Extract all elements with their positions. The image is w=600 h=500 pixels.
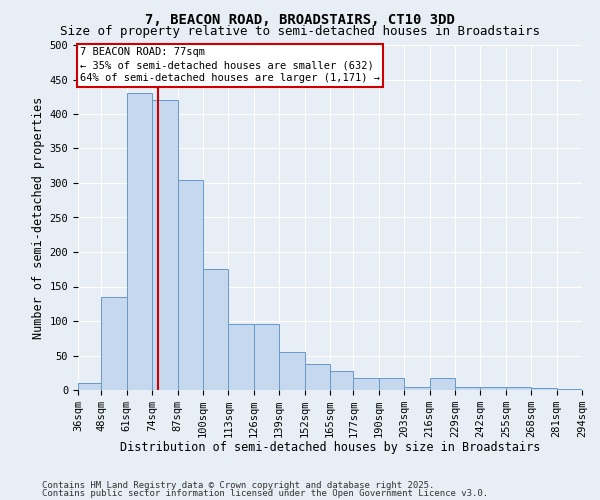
- Bar: [430, 378, 455, 390]
- Text: Contains public sector information licensed under the Open Government Licence v3: Contains public sector information licen…: [42, 488, 488, 498]
- Bar: [557, 388, 582, 390]
- Bar: [101, 297, 127, 390]
- Bar: [127, 94, 152, 390]
- Bar: [455, 386, 481, 390]
- Bar: [353, 378, 379, 390]
- Bar: [531, 388, 557, 390]
- Bar: [203, 269, 229, 390]
- Bar: [506, 386, 531, 390]
- Text: Size of property relative to semi-detached houses in Broadstairs: Size of property relative to semi-detach…: [60, 25, 540, 38]
- Bar: [481, 386, 506, 390]
- Bar: [254, 324, 279, 390]
- Text: 7, BEACON ROAD, BROADSTAIRS, CT10 3DD: 7, BEACON ROAD, BROADSTAIRS, CT10 3DD: [145, 12, 455, 26]
- Bar: [229, 324, 254, 390]
- Bar: [305, 364, 330, 390]
- Text: Contains HM Land Registry data © Crown copyright and database right 2025.: Contains HM Land Registry data © Crown c…: [42, 481, 434, 490]
- Text: 7 BEACON ROAD: 77sqm
← 35% of semi-detached houses are smaller (632)
64% of semi: 7 BEACON ROAD: 77sqm ← 35% of semi-detac…: [80, 47, 380, 84]
- Y-axis label: Number of semi-detached properties: Number of semi-detached properties: [32, 96, 46, 338]
- Bar: [404, 386, 430, 390]
- Bar: [379, 378, 404, 390]
- Bar: [279, 352, 305, 390]
- Bar: [330, 370, 353, 390]
- Bar: [152, 100, 178, 390]
- Bar: [178, 180, 203, 390]
- Bar: [78, 383, 101, 390]
- X-axis label: Distribution of semi-detached houses by size in Broadstairs: Distribution of semi-detached houses by …: [120, 442, 540, 454]
